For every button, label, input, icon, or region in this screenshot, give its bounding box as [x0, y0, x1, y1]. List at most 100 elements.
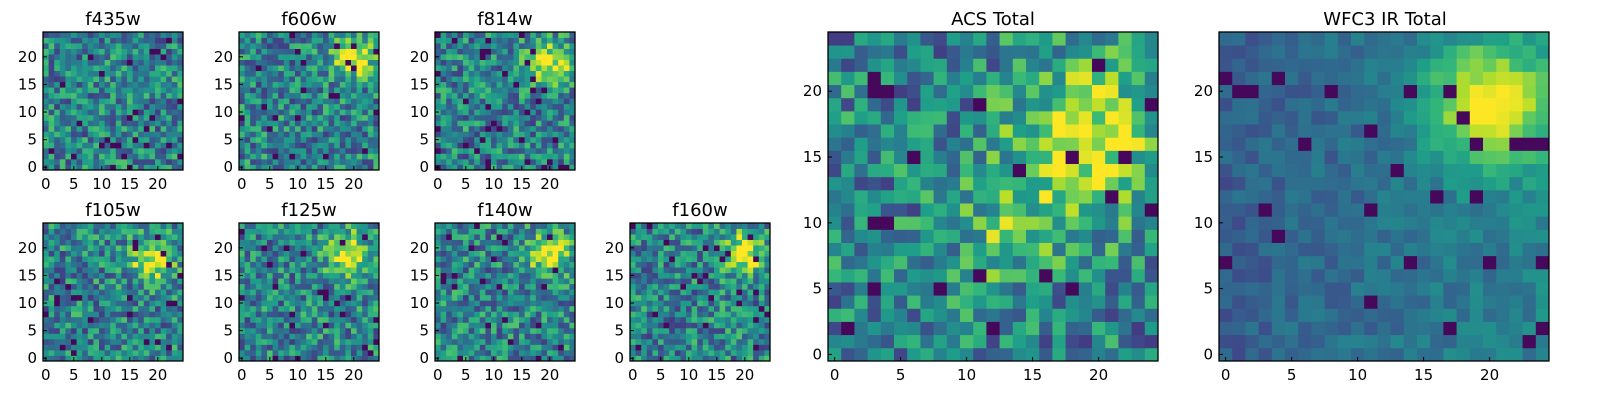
heatmap-cell	[272, 158, 279, 165]
heatmap-cell	[323, 37, 329, 44]
heatmap-cell	[1078, 255, 1093, 270]
heatmap-cell	[841, 189, 855, 204]
heatmap-cell	[323, 300, 329, 307]
heatmap-cell	[99, 142, 105, 149]
heatmap-cell	[59, 289, 66, 296]
heatmap-cell	[753, 333, 760, 340]
heatmap-cell	[753, 289, 760, 296]
heatmap-cell	[507, 158, 514, 165]
heatmap-cell	[630, 305, 636, 312]
heatmap-cell	[496, 278, 503, 285]
heatmap-cell	[457, 338, 464, 345]
heatmap-cell	[474, 322, 481, 329]
heatmap-cell	[295, 43, 301, 49]
heatmap-cell	[552, 327, 559, 334]
heatmap-cell	[160, 54, 167, 60]
heatmap-cell	[250, 76, 257, 83]
heatmap-cell	[99, 305, 105, 312]
heatmap-cell	[356, 289, 363, 296]
heatmap-cell	[1065, 268, 1080, 283]
heatmap-cell	[680, 305, 687, 312]
heatmap-cell	[373, 131, 380, 138]
heatmap-cell	[1105, 216, 1119, 230]
heatmap-cell	[104, 316, 111, 323]
heatmap-cell	[82, 333, 89, 340]
heatmap-cell	[244, 37, 251, 44]
heatmap-cell	[82, 43, 89, 49]
heatmap-cell	[730, 245, 737, 251]
heatmap-cell	[507, 228, 514, 235]
heatmap-cell	[71, 245, 77, 251]
heatmap-cell	[507, 278, 514, 285]
heatmap-cell	[463, 272, 469, 279]
x-tick-label: 15	[316, 366, 335, 384]
heatmap-cell	[328, 239, 335, 246]
heatmap-cell	[764, 272, 771, 279]
heatmap-cell	[552, 48, 559, 55]
heatmap-cell	[451, 223, 458, 229]
heatmap-cell	[960, 176, 974, 191]
heatmap-cell	[239, 261, 245, 268]
heatmap-cell	[362, 142, 369, 149]
heatmap-cell	[311, 283, 318, 290]
heatmap-cell	[110, 32, 117, 38]
heatmap-cell	[267, 153, 273, 160]
heatmap-cell	[59, 245, 66, 251]
heatmap-cell	[530, 114, 537, 121]
heatmap-cell	[345, 59, 352, 66]
heatmap-cell	[691, 278, 698, 285]
heatmap-cell	[485, 120, 492, 127]
heatmap-cell	[306, 322, 313, 329]
heatmap-cell	[764, 349, 771, 356]
heatmap-cell	[239, 76, 245, 83]
heatmap-cell	[143, 283, 150, 290]
heatmap-cell	[65, 103, 72, 110]
heatmap-cell	[867, 137, 882, 151]
heatmap-cell	[76, 305, 83, 312]
heatmap-cell	[1039, 321, 1053, 336]
heatmap-cell	[558, 76, 565, 83]
heatmap-cell	[519, 158, 525, 165]
heatmap-cell	[479, 142, 486, 149]
heatmap-cell	[541, 261, 548, 268]
heatmap-cell	[457, 289, 464, 296]
heatmap-cell	[99, 98, 105, 105]
heatmap-cell	[491, 54, 497, 60]
heatmap-cell	[479, 125, 486, 132]
heatmap-cell	[697, 289, 704, 296]
heatmap-cell	[82, 125, 89, 132]
heatmap-cell	[463, 48, 469, 55]
heatmap-cell	[474, 120, 481, 127]
heatmap-cell	[356, 103, 363, 110]
heatmap-cell	[289, 98, 296, 105]
heatmap-cell	[82, 136, 89, 143]
heatmap-cell	[93, 153, 100, 160]
heatmap-cell	[351, 158, 357, 165]
heatmap-cell	[267, 70, 273, 77]
heatmap-cell	[295, 338, 301, 345]
heatmap-cell	[541, 59, 548, 66]
heatmap-cell	[59, 142, 66, 149]
heatmap-cell	[87, 228, 94, 235]
heatmap-cell	[155, 300, 161, 307]
heatmap-cell	[999, 334, 1014, 349]
heatmap-cell	[535, 142, 542, 149]
heatmap-cell	[127, 245, 133, 251]
heatmap-cell	[149, 131, 156, 138]
heatmap-cell	[255, 54, 262, 60]
heatmap-cell	[440, 131, 447, 138]
heatmap-cell	[317, 223, 324, 229]
heatmap-cell	[261, 37, 268, 44]
heatmap-cell	[345, 239, 352, 246]
heatmap-cell	[485, 278, 492, 285]
heatmap-cell	[93, 48, 100, 55]
heatmap-cell	[155, 98, 161, 105]
heatmap-cell	[367, 294, 374, 301]
heatmap-cell	[541, 37, 548, 44]
heatmap-cell	[239, 278, 245, 285]
heatmap-cell	[920, 189, 934, 204]
heatmap-cell	[373, 234, 380, 240]
heatmap-cell	[496, 322, 503, 329]
heatmap-cell	[530, 125, 537, 132]
heatmap-cell	[742, 250, 748, 257]
